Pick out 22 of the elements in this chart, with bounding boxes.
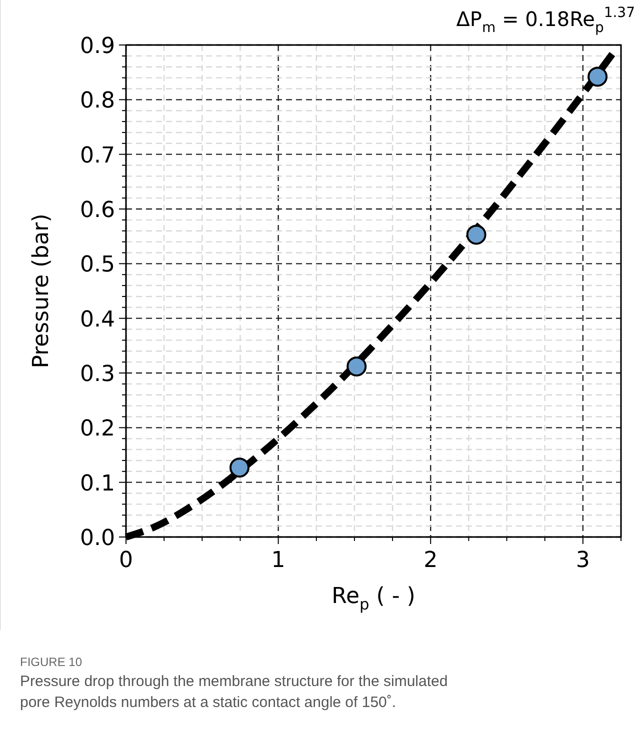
y-tick-label: 0.0 [80,526,115,551]
x-tick-label: 2 [424,548,438,573]
y-tick-label: 0.8 [80,88,115,114]
point [588,66,608,87]
x-axis-title: Re$_{p}$ ( - ) [332,584,416,614]
point [229,458,250,478]
y-tick-label: 0.7 [80,143,115,168]
y-tick-label: 0.1 [80,471,115,496]
x-tick-label: 3 [576,548,590,573]
y-tick-label: 0.9 [80,34,115,59]
caption: FIGURE 10 [20,655,82,669]
y-tick-label: 0.2 [80,416,115,442]
point [346,356,367,376]
y-tick-label: 0.4 [80,307,115,332]
y-axis-title: Pressure (bar) [29,214,54,368]
y-tick-label: 0.5 [80,252,115,278]
text: Pressure drop through the membrane structure for the simulated pore Reynolds numbers at a static contact angle of 150˚. [20,673,448,711]
y-tick-label: 0.6 [80,198,115,223]
x-tick-label: 0 [119,548,133,573]
y-tick-label: 0.3 [80,362,115,387]
point [466,224,486,245]
x-tick-label: 1 [271,548,286,573]
